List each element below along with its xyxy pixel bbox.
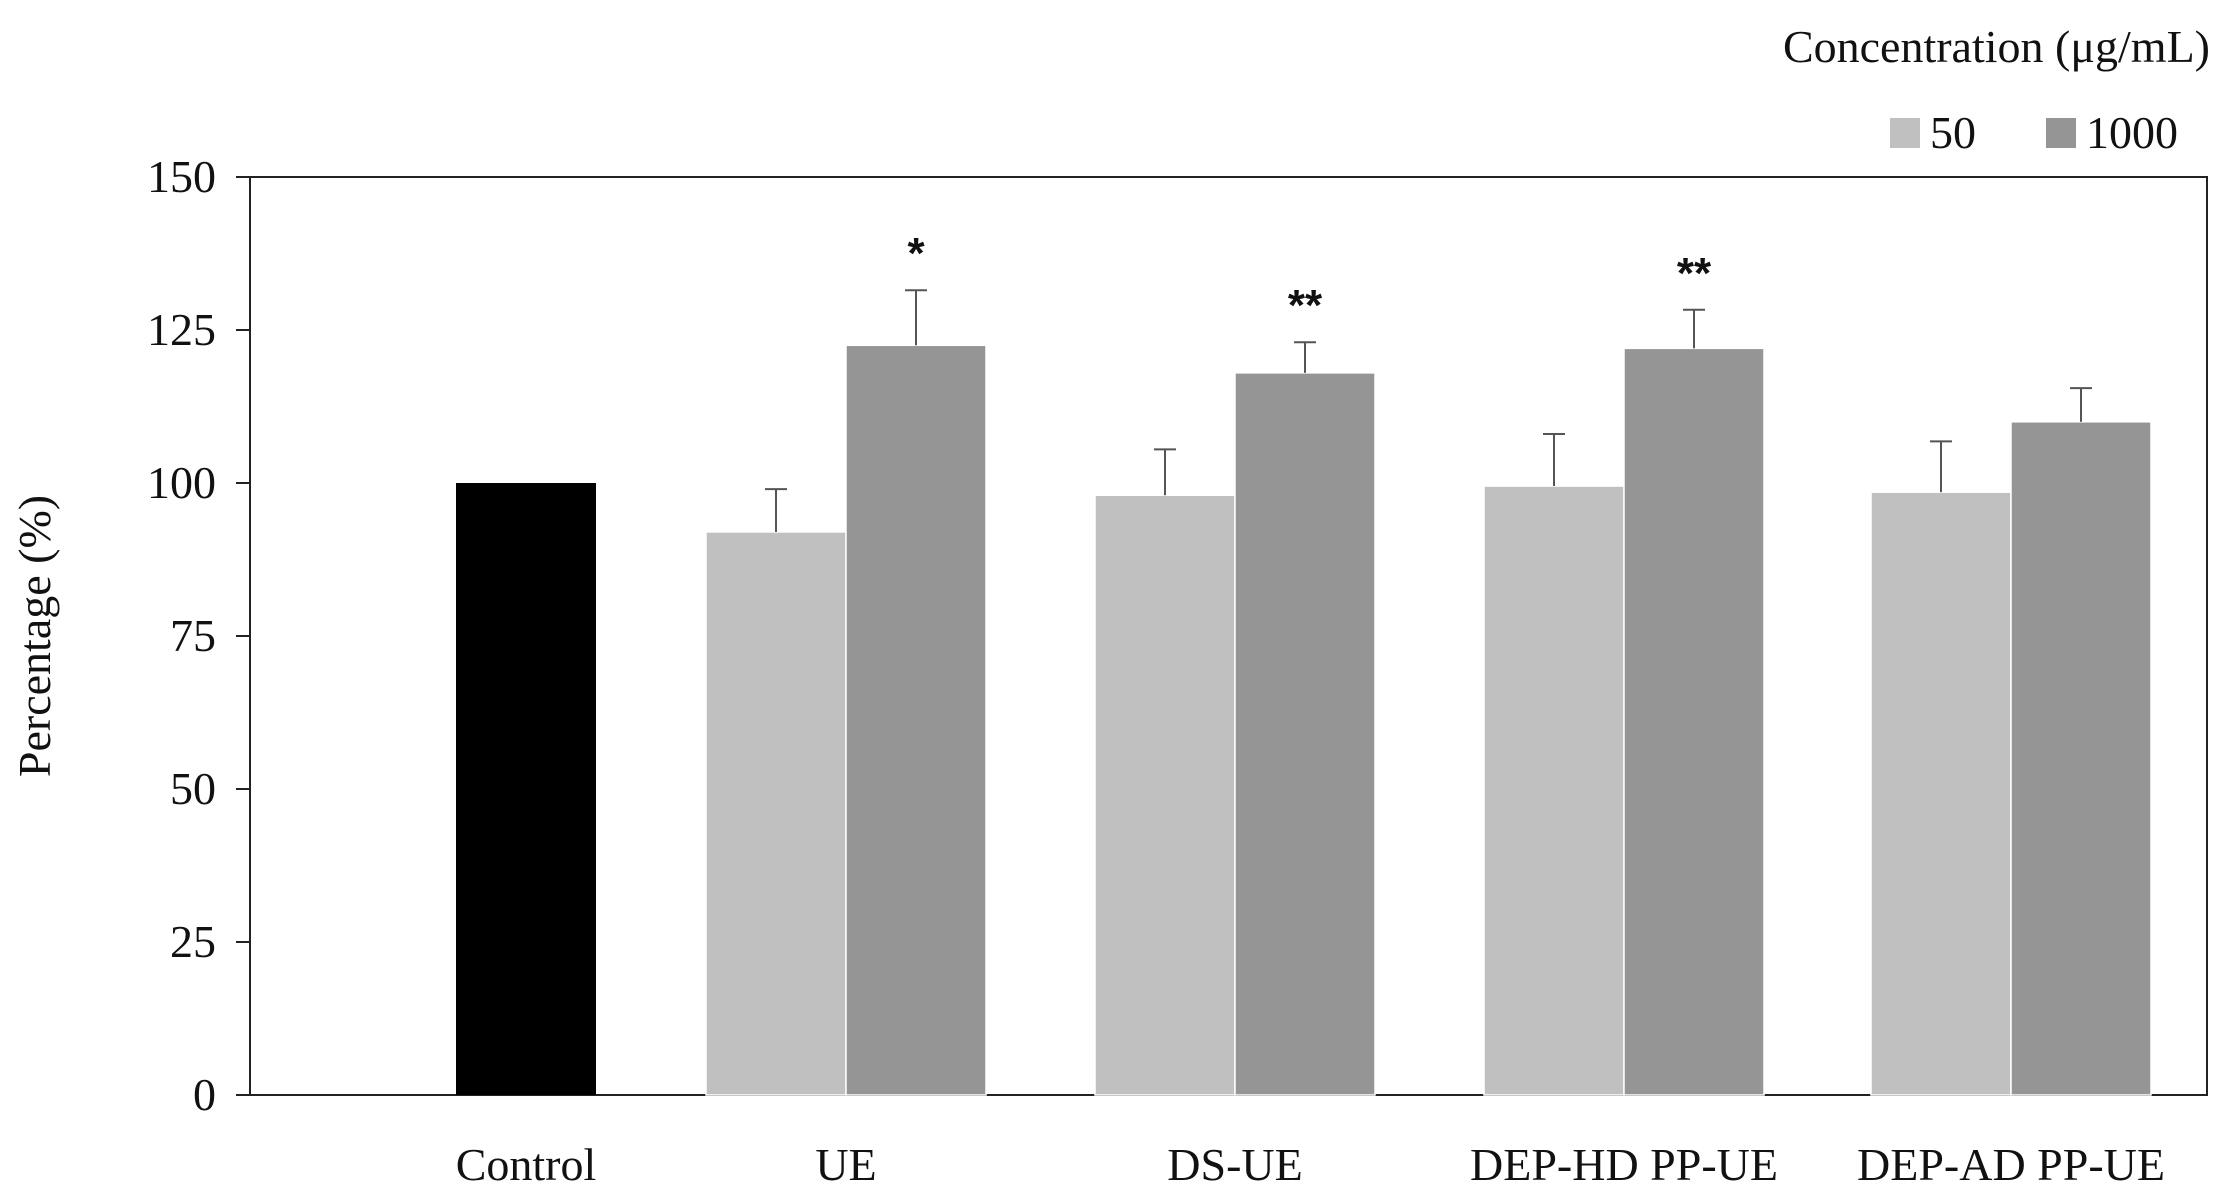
error-bars-group [765, 289, 2092, 532]
x-category-label: UE [815, 1139, 876, 1190]
legend-swatch-50 [1890, 118, 1920, 148]
legend-title: Concentration (μg/mL) [1783, 21, 2210, 72]
y-tick-label: 25 [170, 916, 216, 967]
y-axis: 0 25 50 75 100 125 150 [147, 151, 250, 1120]
y-axis-title: Percentage (%) [9, 495, 60, 777]
bar-50-dep-ad-pp-ue [1870, 491, 2012, 1096]
significance-marker: ** [1288, 281, 1323, 330]
y-tick-label: 75 [170, 610, 216, 661]
y-tick-label: 0 [193, 1069, 216, 1120]
significance-marker: ** [1677, 249, 1712, 298]
bars-group [456, 344, 2152, 1096]
significance-group: ***** [907, 229, 1712, 330]
bar-1000-dep-hd-pp-ue [1623, 347, 1765, 1096]
bar-50-dep-hd-pp-ue [1483, 485, 1625, 1096]
bar-control [456, 483, 596, 1095]
legend-label-50: 50 [1930, 107, 1976, 158]
bar-50-ue [705, 531, 847, 1096]
y-tick-label: 50 [170, 763, 216, 814]
y-tick-label: 125 [147, 304, 216, 355]
legend-swatch-1000 [2046, 118, 2076, 148]
legend: Concentration (μg/mL) 50 1000 [1783, 21, 2210, 158]
bar-50-ds-ue [1094, 494, 1236, 1096]
bar-1000-dep-ad-pp-ue [2010, 421, 2152, 1096]
y-tick-label: 150 [147, 151, 216, 202]
bar-1000-ue [845, 344, 987, 1096]
bar-1000-ds-ue [1234, 372, 1376, 1096]
y-tick-label: 100 [147, 457, 216, 508]
x-category-label: DEP-AD PP-UE [1857, 1139, 2165, 1190]
x-category-label: DS-UE [1167, 1139, 1302, 1190]
x-category-label: Control [456, 1139, 597, 1190]
legend-entries: 50 1000 [1890, 107, 2178, 158]
x-category-label: DEP-HD PP-UE [1470, 1139, 1778, 1190]
x-axis: Control UE DS-UE DEP-HD PP-UE DEP-AD PP-UE [456, 1139, 2165, 1190]
significance-marker: * [907, 229, 925, 278]
legend-label-1000: 1000 [2086, 107, 2178, 158]
